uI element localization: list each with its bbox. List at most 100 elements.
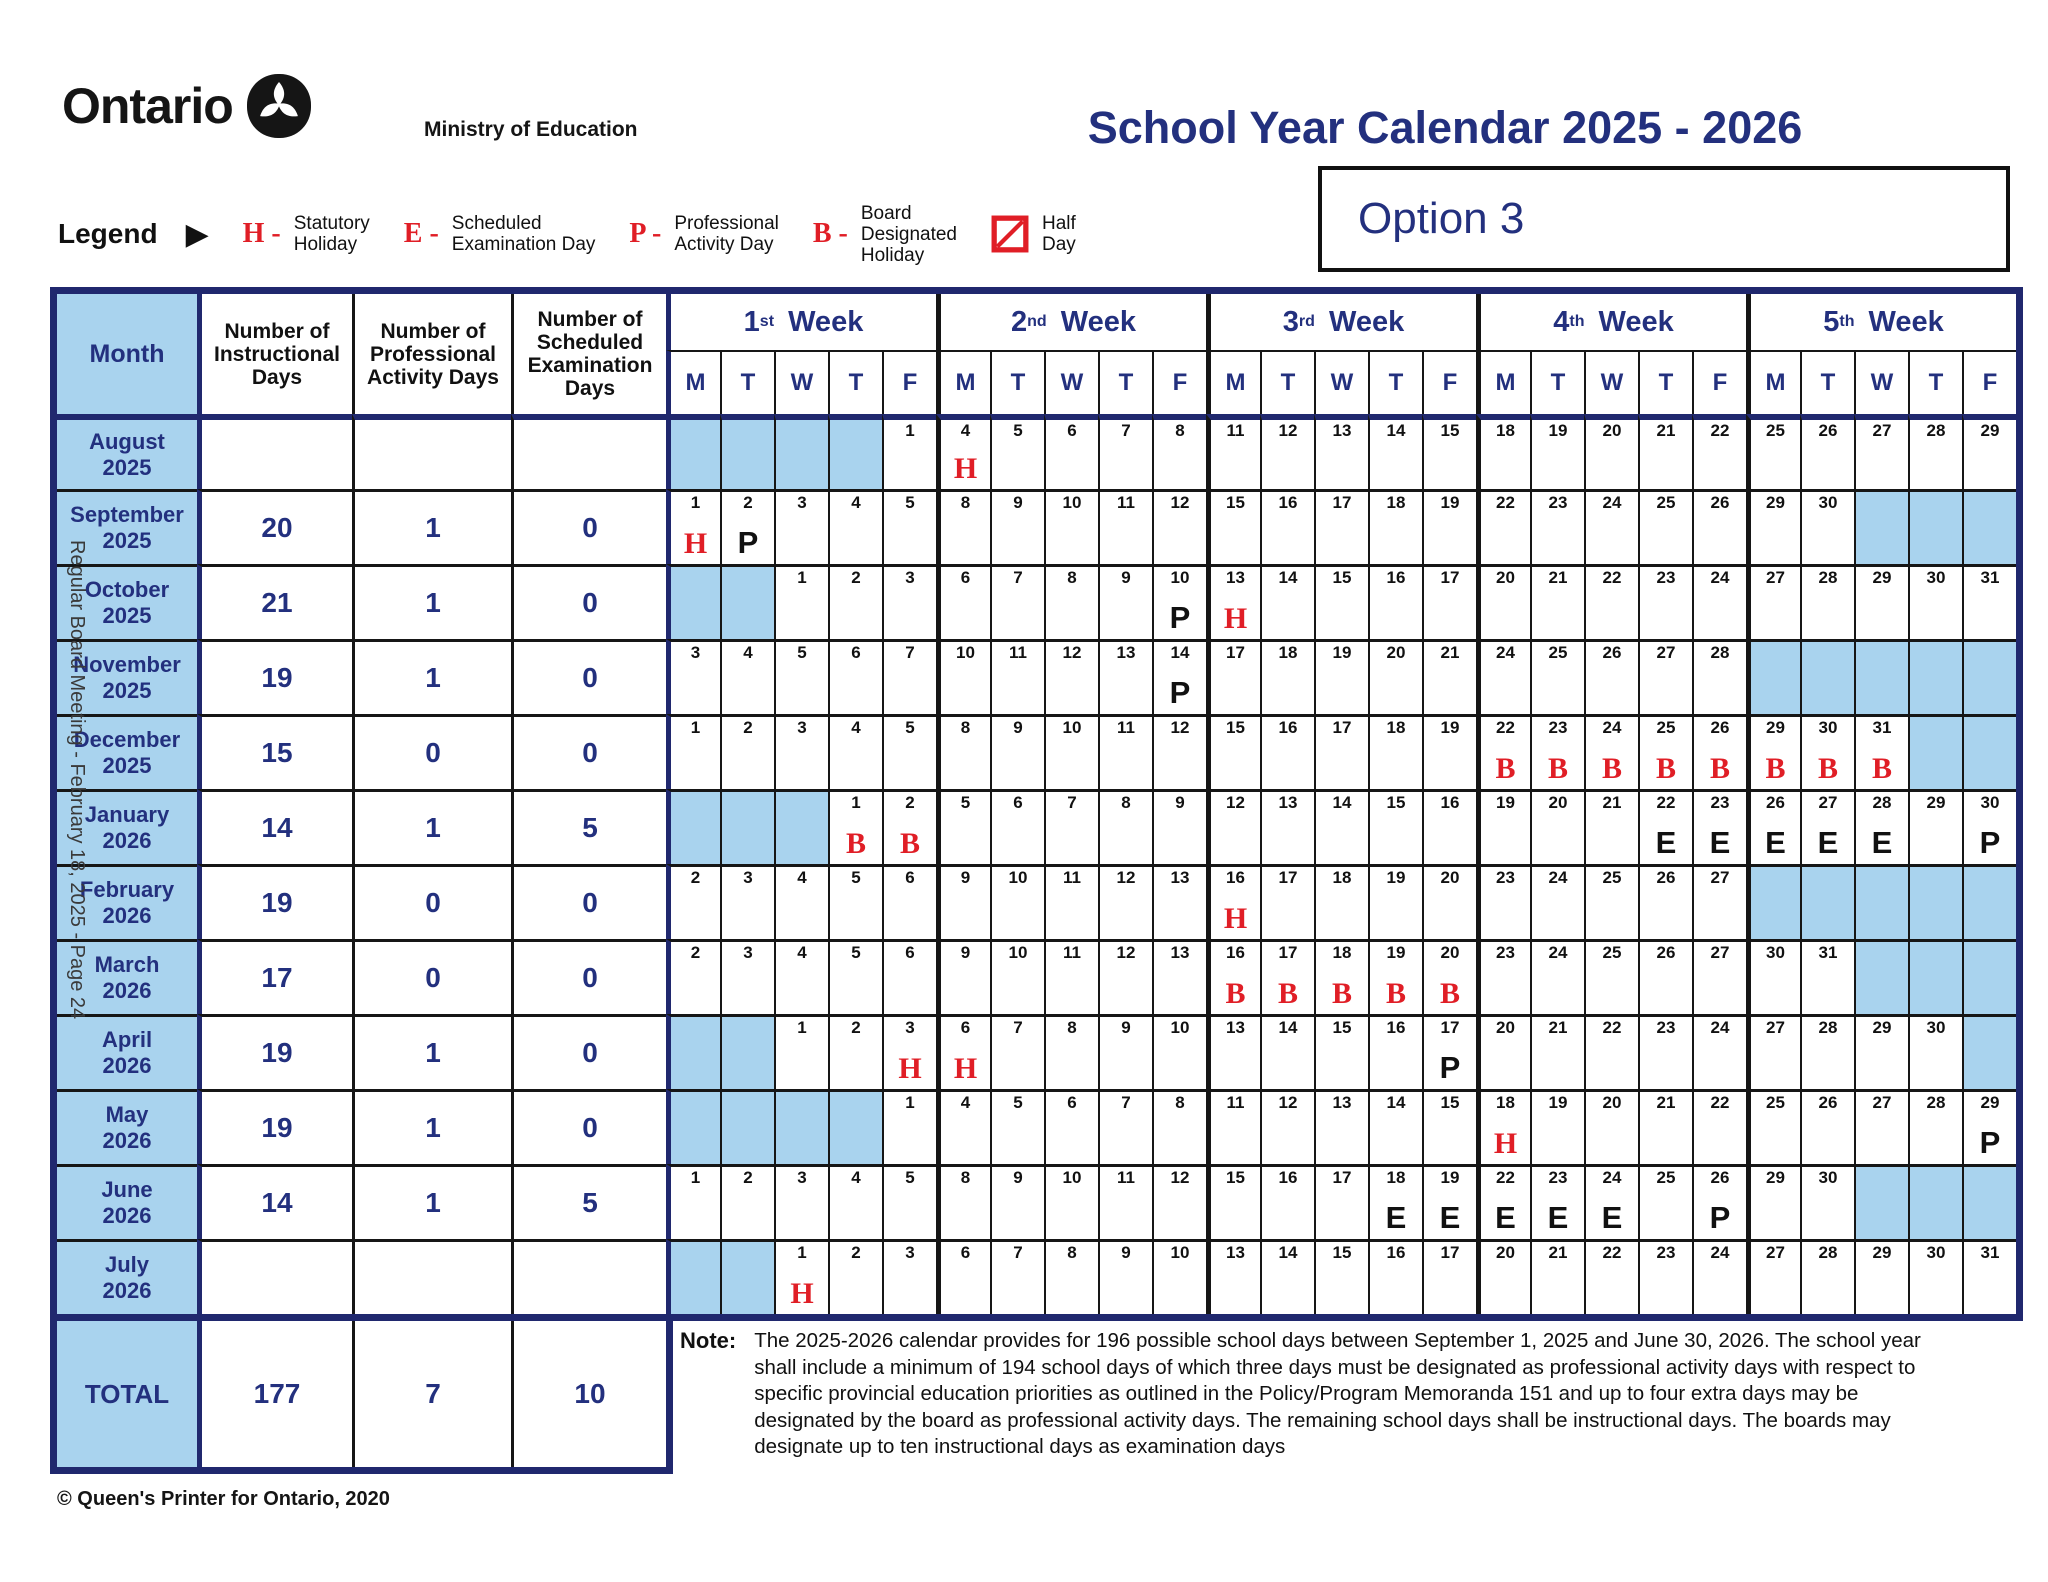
day-cell: 16 [1422,789,1476,864]
total-pa-days: 7 [352,1321,511,1467]
day-number: 30 [1926,1018,1946,1037]
day-number: 8 [1121,793,1131,812]
day-cell-blank [1962,1164,2016,1239]
day-cell: 5 [828,939,882,1014]
day-marker-H: H [1223,602,1248,635]
day-marker-B: B [1871,752,1892,785]
day-number: 25 [1766,1093,1785,1112]
day-number: 25 [1548,643,1568,662]
day-number: 21 [1548,1018,1568,1037]
day-number: 17 [1278,943,1298,962]
day-number: 1 [851,793,861,812]
day-cell: 30 [1800,489,1854,564]
legend-item-pa-day: P - Professional Activity Day [629,213,778,255]
day-number: 11 [1226,1093,1245,1112]
day-cell: 4 [774,939,828,1014]
count-column-header: Number of Scheduled Examination Days [511,294,666,414]
day-cell: 22 E [1476,1164,1530,1239]
day-cell: 26 [1800,414,1854,489]
day-number: 24 [1496,643,1515,662]
day-cell-blank [720,1089,774,1164]
day-cell: 6 [1044,1089,1098,1164]
day-cell: 21 [1530,564,1584,639]
day-cell: 21 [1584,789,1638,864]
day-number: 15 [1332,1243,1352,1262]
pa-days-cell: 1 [352,639,511,714]
day-number: 4 [851,493,861,512]
exam-days-cell: 0 [511,639,666,714]
note-label: Note: [680,1328,737,1353]
pa-days-cell: 0 [352,864,511,939]
day-number: 12 [1170,1168,1190,1187]
day-cell: 30 [1908,564,1962,639]
exam-days-cell: 0 [511,1089,666,1164]
month-cell: January 2026 [57,789,197,864]
day-number: 23 [1710,793,1730,812]
day-cell: 25 [1584,864,1638,939]
day-number: 27 [1818,793,1838,812]
day-cell: 26 [1638,939,1692,1014]
day-number: 20 [1496,568,1515,587]
day-number: 23 [1656,568,1676,587]
day-number: 8 [1067,568,1077,587]
legend-item-label: Professional Activity Day [674,213,779,255]
day-cell: 14 [1260,1014,1314,1089]
day-cell: 12 [1260,1089,1314,1164]
day-cell: 29 [1854,564,1908,639]
day-cell: 4 [720,639,774,714]
day-cell-blank [774,789,828,864]
day-number: 14 [1278,1018,1298,1037]
day-letter-header: F [1152,350,1206,414]
day-number: 21 [1548,568,1568,587]
day-cell: 22 [1476,489,1530,564]
day-number: 14 [1386,1093,1406,1112]
day-number: 27 [1766,1243,1785,1262]
day-cell: 15 [1206,1164,1260,1239]
day-cell: 1 [882,414,936,489]
day-cell: 22 [1584,564,1638,639]
day-number: 2 [690,943,701,962]
day-cell-blank [1962,714,2016,789]
day-cell: 26 [1584,639,1638,714]
day-cell: 22 B [1476,714,1530,789]
day-cell: 3 [774,714,828,789]
day-cell: 5 [990,414,1044,489]
day-cell: 23 E [1530,1164,1584,1239]
day-cell: 22 [1584,1014,1638,1089]
calendar-table: Month Number of Instructional Days Number … [50,287,2023,1321]
day-cell: 5 [936,789,990,864]
day-cell: 20 B [1422,939,1476,1014]
day-number: 23 [1496,943,1515,962]
day-cell: 19 [1530,1089,1584,1164]
legend-item-label: Board Designated Holiday [860,202,957,266]
day-number: 14 [1278,1243,1298,1262]
day-number: 17 [1332,718,1352,737]
day-cell: 31 [1962,1239,2016,1314]
exam-days-cell: 0 [511,714,666,789]
day-cell-blank [666,414,720,489]
day-number: 19 [1332,643,1352,662]
day-marker-B: B [1277,977,1298,1010]
day-letter-header: W [1314,350,1368,414]
day-cell-blank [1854,489,1908,564]
day-cell: 12 [1260,414,1314,489]
day-cell: 13 [1314,1089,1368,1164]
instructional-days-cell: 15 [197,714,352,789]
day-number: 31 [1872,718,1892,737]
day-number: 6 [905,943,915,962]
day-number: 27 [1710,943,1730,962]
day-number: 15 [1226,1168,1245,1187]
exam-days-cell: 5 [511,1164,666,1239]
day-letter-header: W [1854,350,1908,414]
day-marker-E: E [1495,1200,1516,1235]
day-cell: 28 [1908,414,1962,489]
day-number: 13 [1226,568,1245,587]
pa-days-cell: 1 [352,789,511,864]
day-cell: 9 [1098,1014,1152,1089]
month-cell: June 2026 [57,1164,197,1239]
day-cell: 30 [1800,1164,1854,1239]
day-number: 19 [1440,493,1460,512]
day-cell: 30 [1908,1239,1962,1314]
day-letter-header: M [936,350,990,414]
